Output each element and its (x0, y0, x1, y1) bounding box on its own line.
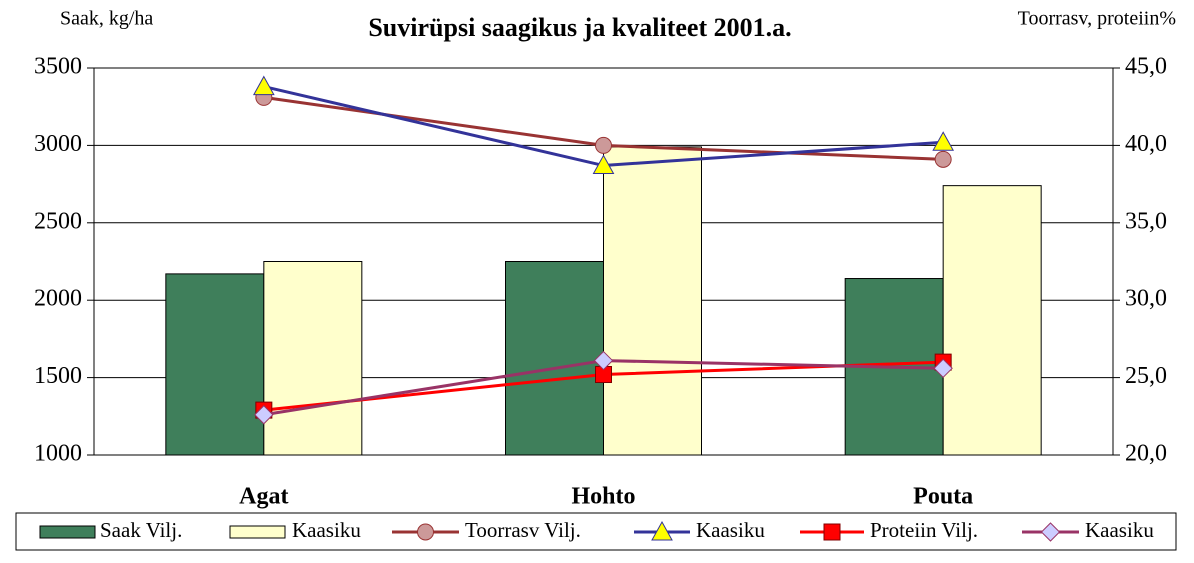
legend-label: Kaasiku (292, 518, 361, 542)
y-tick-label: 1500 (34, 363, 82, 389)
y2-tick-label: 30,0 (1125, 286, 1167, 312)
x-tick-label: Agat (239, 484, 288, 510)
legend-marker (1040, 522, 1061, 542)
y-tick-label: 3500 (34, 54, 82, 80)
legend-swatch (229, 525, 286, 539)
line-marker (933, 358, 953, 379)
y-tick-label: 2500 (34, 208, 82, 234)
legend-marker (823, 523, 841, 541)
y-axis-label: Saak, kg/ha (60, 8, 153, 30)
legend-marker (651, 520, 673, 541)
bar (505, 261, 604, 456)
y2-tick-label: 25,0 (1125, 363, 1167, 389)
x-tick-label: Hohto (571, 484, 635, 510)
line-marker (252, 75, 275, 96)
y2-axis-label: Toorrasv, proteiin% (1018, 8, 1176, 30)
legend-label: Kaasiku (1085, 518, 1154, 542)
y2-tick-label: 35,0 (1125, 208, 1167, 234)
line-marker (592, 154, 615, 175)
line-marker (254, 405, 274, 425)
y2-tick-label: 20,0 (1125, 441, 1167, 467)
legend-label: Proteiin Vilj. (870, 518, 978, 542)
legend-label: Saak Vilj. (100, 518, 182, 542)
legend-marker (417, 523, 434, 541)
legend-label: Toorrasv Vilj. (465, 518, 581, 542)
y-tick-label: 3000 (34, 131, 82, 157)
y-tick-label: 2000 (34, 286, 82, 312)
chart-title: Suvirüpsi saagikus ja kvaliteet 2001.a. (368, 13, 791, 42)
line-marker (934, 150, 952, 168)
bar (603, 146, 702, 456)
legend-box (15, 512, 1177, 551)
legend-label: Kaasiku (696, 518, 765, 542)
bar (263, 261, 363, 456)
line-marker (595, 136, 612, 154)
line-marker (932, 131, 955, 151)
y2-tick-label: 40,0 (1125, 131, 1167, 157)
legend-swatch (39, 525, 96, 539)
line-marker (593, 350, 614, 371)
bar (165, 273, 265, 456)
bar (942, 185, 1042, 456)
y2-tick-label: 45,0 (1125, 54, 1167, 80)
y-tick-label: 1000 (34, 441, 82, 467)
x-tick-label: Pouta (913, 484, 973, 510)
